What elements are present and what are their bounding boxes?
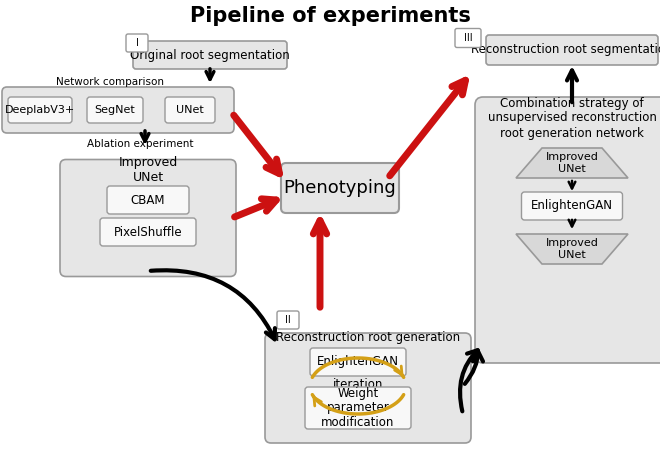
Text: Improved
UNet: Improved UNet — [546, 238, 599, 260]
FancyBboxPatch shape — [455, 29, 481, 48]
FancyBboxPatch shape — [281, 163, 399, 213]
Text: PixelShuffle: PixelShuffle — [114, 225, 182, 238]
Text: Combination strategy of
unsupervised reconstruction
root generation network: Combination strategy of unsupervised rec… — [488, 97, 657, 140]
Text: CBAM: CBAM — [131, 194, 165, 207]
Polygon shape — [516, 234, 628, 264]
Text: Improved
UNet: Improved UNet — [118, 156, 178, 184]
Text: I: I — [135, 38, 139, 48]
Text: Reconstruction root segmentation: Reconstruction root segmentation — [471, 43, 660, 56]
Text: III: III — [464, 33, 473, 43]
FancyBboxPatch shape — [126, 34, 148, 52]
FancyBboxPatch shape — [486, 35, 658, 65]
FancyBboxPatch shape — [133, 41, 287, 69]
Text: iteration: iteration — [333, 377, 383, 390]
FancyBboxPatch shape — [165, 97, 215, 123]
FancyBboxPatch shape — [60, 159, 236, 276]
Text: SegNet: SegNet — [94, 105, 135, 115]
Text: DeeplabV3+: DeeplabV3+ — [5, 105, 75, 115]
Text: Phenotyping: Phenotyping — [284, 179, 397, 197]
FancyBboxPatch shape — [2, 87, 234, 133]
FancyBboxPatch shape — [310, 348, 406, 376]
Text: Weight
parameter
modification: Weight parameter modification — [321, 387, 395, 430]
FancyBboxPatch shape — [107, 186, 189, 214]
FancyBboxPatch shape — [475, 97, 660, 363]
Text: Original root segmentation: Original root segmentation — [130, 49, 290, 61]
Polygon shape — [516, 148, 628, 178]
FancyBboxPatch shape — [265, 333, 471, 443]
FancyBboxPatch shape — [100, 218, 196, 246]
Text: II: II — [285, 315, 291, 325]
FancyBboxPatch shape — [8, 97, 72, 123]
Text: EnlightenGAN: EnlightenGAN — [531, 200, 613, 213]
Text: UNet: UNet — [176, 105, 204, 115]
Text: EnlightenGAN: EnlightenGAN — [317, 355, 399, 369]
Text: Improved
UNet: Improved UNet — [546, 152, 599, 174]
Text: Network comparison: Network comparison — [56, 77, 164, 87]
FancyBboxPatch shape — [305, 387, 411, 429]
Text: Reconstruction root generation: Reconstruction root generation — [276, 330, 460, 344]
Text: Pipeline of experiments: Pipeline of experiments — [189, 6, 471, 26]
FancyBboxPatch shape — [87, 97, 143, 123]
FancyBboxPatch shape — [277, 311, 299, 329]
Text: Ablation experiment: Ablation experiment — [86, 139, 193, 149]
FancyBboxPatch shape — [521, 192, 622, 220]
